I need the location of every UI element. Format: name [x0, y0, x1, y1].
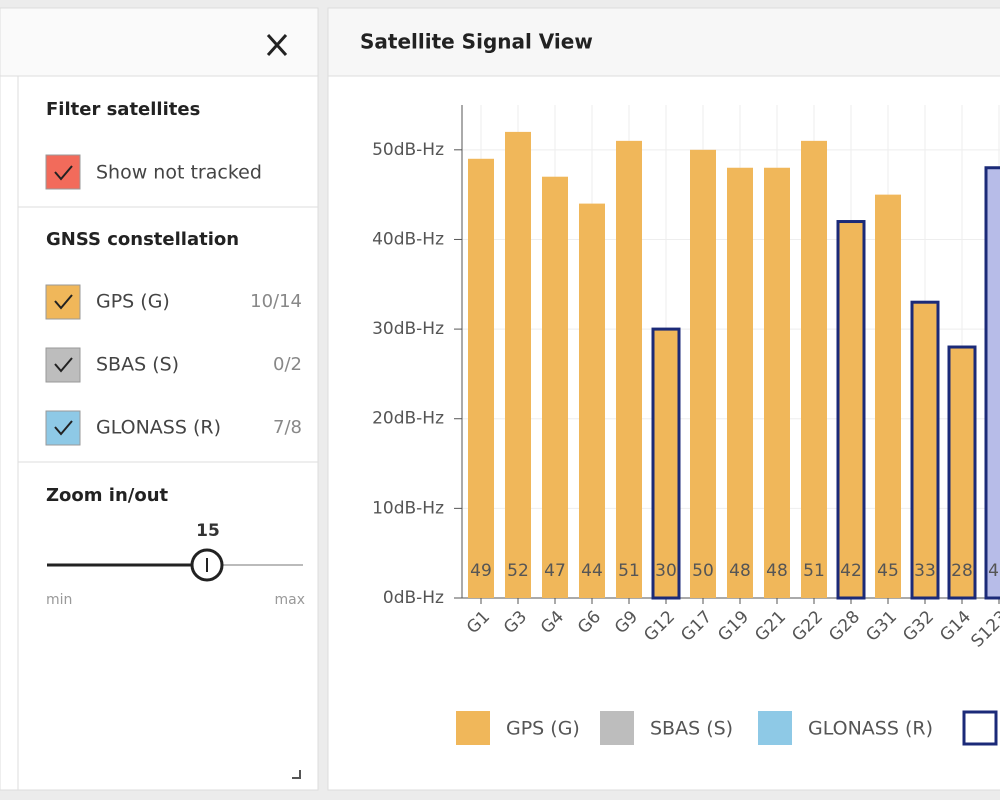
- value-label: 28: [951, 561, 973, 581]
- checkbox-label: GLONASS (R): [96, 417, 221, 439]
- bar: [764, 167, 790, 598]
- bar: [542, 176, 568, 598]
- count: 10/14: [250, 291, 302, 312]
- checkbox-label: SBAS (S): [96, 354, 179, 376]
- legend-label: GLONASS (R): [808, 718, 933, 740]
- y-tick-label: 20dB-Hz: [372, 409, 444, 429]
- bar: [984, 166, 1000, 600]
- checkbox[interactable]: [45, 154, 81, 190]
- value-label: 48: [766, 561, 788, 581]
- close-button[interactable]: [266, 33, 288, 57]
- y-tick-label: 40dB-Hz: [372, 229, 444, 249]
- chart-header: [327, 7, 1000, 77]
- value-label: 50: [692, 561, 714, 581]
- chart-title: Satellite Signal View: [360, 30, 593, 54]
- slider-min: min: [46, 592, 72, 608]
- check-mark: [54, 357, 73, 373]
- value-label: 30: [655, 561, 677, 581]
- legend-swatch: [962, 710, 998, 746]
- value-label: 42: [840, 561, 862, 581]
- checkbox[interactable]: [45, 410, 81, 446]
- checkbox-label: GPS (G): [96, 291, 170, 313]
- checkbox-label: Show not tracked: [96, 162, 262, 184]
- legend-swatch: [600, 711, 634, 745]
- value-label: 44: [581, 561, 603, 581]
- bar: [616, 140, 642, 598]
- bar: [947, 345, 977, 600]
- value-label: 48: [988, 561, 1000, 581]
- value-label: 52: [507, 561, 529, 581]
- resize-handle[interactable]: [292, 770, 301, 779]
- section-title: GNSS constellation: [46, 229, 239, 250]
- legend-label: GPS (G): [506, 718, 580, 740]
- value-label: 51: [618, 561, 640, 581]
- value-label: 47: [544, 561, 566, 581]
- section-title: Filter satellites: [46, 99, 200, 120]
- legend-swatch: [758, 711, 792, 745]
- bar: [690, 149, 716, 598]
- value-label: 49: [470, 561, 492, 581]
- slider-max: max: [274, 592, 305, 608]
- count: 7/8: [273, 417, 302, 438]
- y-tick-label: 30dB-Hz: [372, 319, 444, 339]
- bar: [579, 203, 605, 598]
- value-label: 45: [877, 561, 899, 581]
- bar: [875, 194, 901, 599]
- bar: [910, 300, 940, 600]
- check-mark: [54, 165, 73, 181]
- side-header: [0, 7, 319, 77]
- y-tick-label: 10dB-Hz: [372, 498, 444, 518]
- bar: [727, 167, 753, 598]
- legend-label: SBAS (S): [650, 718, 733, 740]
- value-label: 33: [914, 561, 936, 581]
- bar: [505, 131, 531, 598]
- slider-value: 15: [196, 521, 220, 541]
- check-mark: [54, 420, 73, 436]
- bar: [651, 327, 681, 600]
- count: 0/2: [273, 354, 302, 375]
- y-tick-label: 50dB-Hz: [372, 140, 444, 160]
- checkbox[interactable]: [45, 284, 81, 320]
- side-panel: [0, 7, 319, 791]
- section-title: Zoom in/out: [46, 485, 169, 506]
- bar: [801, 140, 827, 598]
- y-tick-label: 0dB-Hz: [383, 588, 444, 608]
- check-mark: [54, 294, 73, 310]
- bar: [468, 158, 494, 599]
- value-label: 51: [803, 561, 825, 581]
- bar: [836, 220, 866, 600]
- checkbox[interactable]: [45, 347, 81, 383]
- legend-swatch: [456, 711, 490, 745]
- value-label: 48: [729, 561, 751, 581]
